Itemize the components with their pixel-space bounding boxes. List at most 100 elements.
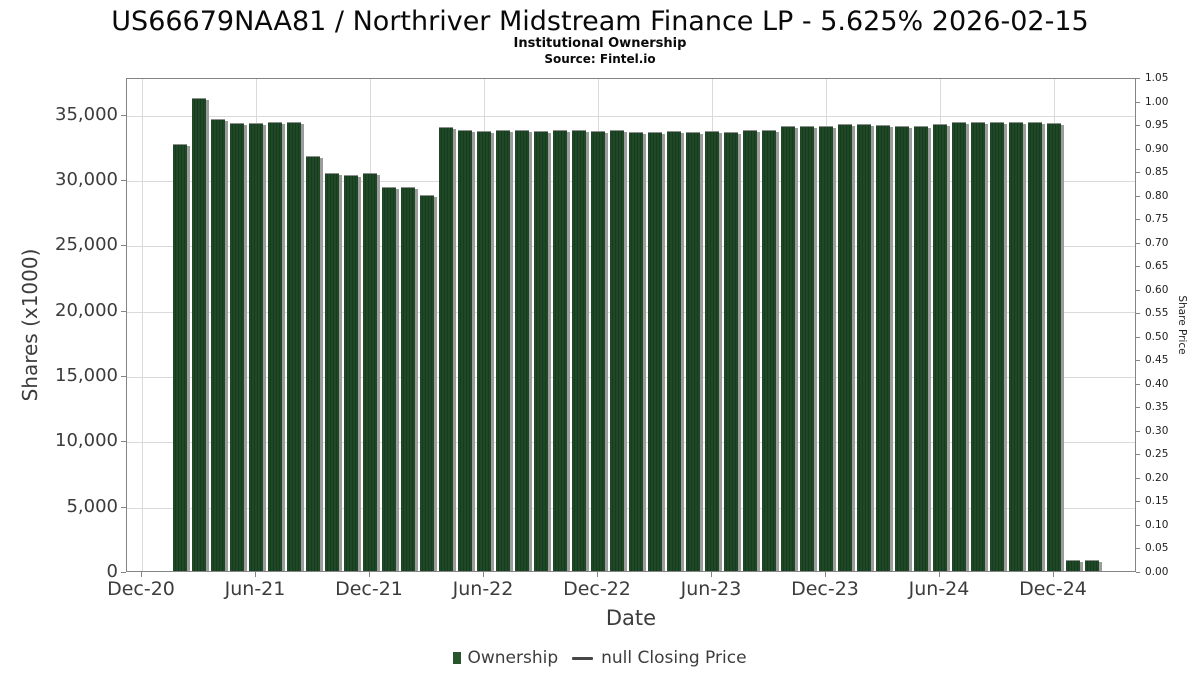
y-right-tick-label: 0.55 [1145, 307, 1169, 320]
y-right-tick-mark [1136, 383, 1140, 385]
ownership-bar [743, 129, 757, 571]
ownership-bar [1066, 559, 1080, 571]
y-right-tick-label: 0.80 [1145, 189, 1169, 202]
ownership-bar [458, 129, 472, 571]
y-left-tick-label: 0 [106, 561, 118, 582]
x-tick-mark [1053, 572, 1054, 577]
y-right-tick-label: 0.15 [1145, 495, 1169, 508]
y-right-tick-label: 0.20 [1145, 471, 1169, 484]
ownership-bar [1085, 559, 1099, 571]
ownership-bar [952, 121, 966, 571]
x-tick-label: Dec-21 [335, 578, 403, 600]
closing-price-line-icon [572, 656, 594, 660]
x-tick-label: Dec-24 [1019, 578, 1087, 600]
x-axis-label: Date [605, 606, 657, 630]
ownership-bar [534, 130, 548, 571]
legend-ownership-label: Ownership [467, 648, 559, 668]
y-right-tick-label: 0.00 [1145, 566, 1169, 578]
ownership-bar [249, 123, 263, 571]
ownership-bar [857, 124, 871, 571]
y-right-tick-mark [1136, 430, 1140, 432]
ownership-bar [344, 175, 358, 571]
ownership-bar [667, 130, 681, 571]
y-left-tick-mark [121, 441, 126, 443]
ownership-bar [971, 121, 985, 571]
chart-source-label: Source: Fintel.io [544, 52, 656, 66]
ownership-bar [838, 124, 852, 571]
y-right-tick-mark [1136, 195, 1140, 197]
ownership-bar [724, 131, 738, 571]
y-right-tick-mark [1136, 407, 1140, 409]
y-right-tick-label: 1.05 [1145, 72, 1169, 84]
ownership-bar [325, 172, 339, 571]
x-tick-label: Dec-20 [107, 578, 175, 600]
x-tick-label: Dec-23 [791, 578, 859, 600]
y-right-tick-mark [1136, 289, 1140, 291]
y-right-tick-mark [1136, 501, 1140, 503]
x-tick-label: Dec-22 [563, 578, 631, 600]
y-right-tick-mark [1136, 336, 1140, 338]
y-right-tick-mark [1136, 219, 1140, 221]
y-right-tick-label: 0.40 [1145, 377, 1169, 390]
y-right-tick-label: 0.85 [1145, 166, 1169, 179]
y-right-tick-mark [1136, 548, 1140, 550]
y-right-tick-mark [1136, 172, 1140, 174]
y-right-tick-mark [1136, 148, 1140, 150]
ownership-bar [306, 155, 320, 571]
ownership-bar [781, 125, 795, 571]
y-left-tick-label: 30,000 [55, 168, 118, 190]
ownership-bar [1047, 123, 1061, 571]
ownership-bar [933, 124, 947, 571]
ownership-bar [230, 123, 244, 571]
ownership-bar [762, 129, 776, 571]
y-left-tick-label: 10,000 [55, 430, 118, 452]
y-left-tick-label: 25,000 [55, 234, 118, 256]
chart-subtitle: Institutional Ownership [513, 36, 687, 51]
y-left-tick-mark [121, 506, 126, 508]
y-right-tick-mark [1136, 572, 1140, 573]
y-right-tick-label: 0.45 [1145, 354, 1169, 367]
y-right-tick-label: 0.70 [1145, 236, 1169, 249]
y-left-tick-label: 35,000 [55, 103, 118, 125]
y-right-tick-label: 0.60 [1145, 283, 1169, 296]
ownership-bar [876, 125, 890, 571]
x-tick-mark [483, 572, 484, 577]
ownership-bar [572, 129, 586, 571]
x-tick-label: Jun-24 [908, 578, 970, 600]
ownership-bar [629, 131, 643, 571]
ownership-bar [686, 131, 700, 571]
y-right-tick-mark [1136, 101, 1140, 103]
x-tick-mark [255, 572, 256, 577]
y-right-tick-mark [1136, 242, 1140, 244]
y-right-tick-label: 0.05 [1145, 542, 1169, 555]
x-tick-mark [939, 572, 940, 577]
ownership-bar [420, 194, 434, 571]
y-right-tick-label: 0.90 [1145, 142, 1169, 155]
ownership-bar [173, 143, 187, 571]
y-left-tick-label: 5,000 [66, 495, 118, 517]
ownership-bar [268, 122, 282, 571]
ownership-bar [496, 129, 510, 571]
ownership-bar [192, 98, 206, 571]
y-right-tick-label: 0.65 [1145, 260, 1169, 273]
y-right-tick-mark [1136, 125, 1140, 127]
x-tick-mark [711, 572, 712, 577]
x-tick-mark [825, 572, 826, 577]
x-tick-mark [597, 572, 598, 577]
y-right-tick-mark [1136, 313, 1140, 315]
y-right-tick-label: 0.35 [1145, 401, 1169, 414]
ownership-bar [1009, 121, 1023, 571]
ownership-bar [401, 187, 415, 571]
ownership-bar [553, 129, 567, 571]
y-right-tick-label: 0.75 [1145, 213, 1169, 226]
y-right-tick-mark [1136, 524, 1140, 526]
ownership-bar [895, 125, 909, 571]
y-right-tick-mark [1136, 454, 1140, 456]
v-gridline [142, 79, 143, 571]
ownership-bar [591, 130, 605, 571]
x-tick-mark [369, 572, 370, 577]
y-right-tick-mark [1136, 78, 1140, 79]
ownership-bar [648, 131, 662, 571]
y-right-tick-label: 0.95 [1145, 119, 1169, 132]
